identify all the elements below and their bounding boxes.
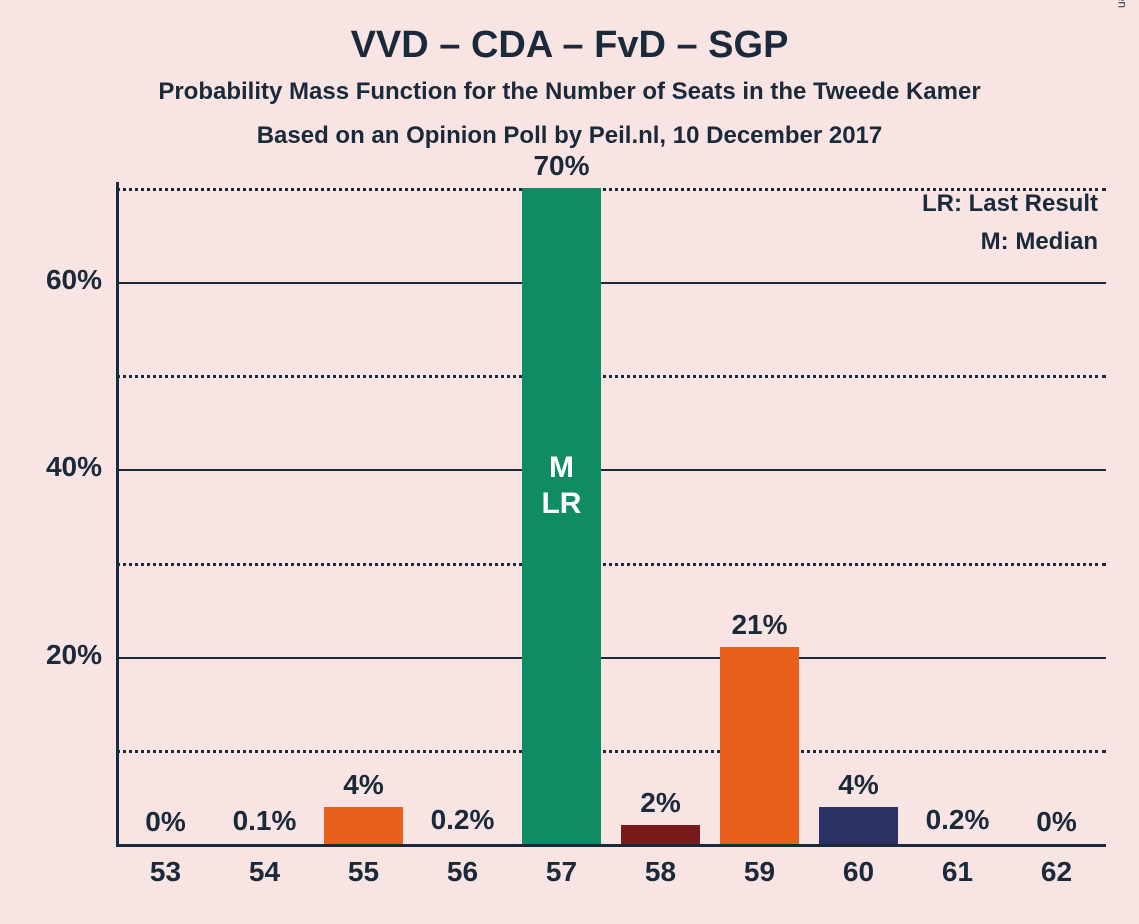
x-axis-tick-label: 61 xyxy=(908,856,1007,888)
gridline xyxy=(116,282,1106,284)
bar-value-label: 0.2% xyxy=(413,804,512,836)
x-axis-tick-label: 59 xyxy=(710,856,809,888)
bar-annotation: MLR xyxy=(522,450,601,522)
y-axis xyxy=(116,182,119,847)
legend-entry: LR: Last Result xyxy=(922,190,1098,218)
gridline-minor xyxy=(116,563,1106,566)
bar xyxy=(720,647,799,844)
x-axis-tick-label: 55 xyxy=(314,856,413,888)
gridline xyxy=(116,469,1106,471)
bar-value-label: 4% xyxy=(314,769,413,801)
copyright-label: © 2020 Filip van Laenen xyxy=(1115,0,1129,8)
x-axis-tick-label: 58 xyxy=(611,856,710,888)
bar-value-label: 2% xyxy=(611,787,710,819)
gridline-minor xyxy=(116,750,1106,753)
plot-area: 20%40%60%0%530.1%544%550.2%56MLR70%572%5… xyxy=(116,188,1106,844)
x-axis-tick-label: 60 xyxy=(809,856,908,888)
chart-title: VVD – CDA – FvD – SGP xyxy=(0,24,1139,67)
y-axis-tick-label: 20% xyxy=(22,639,102,671)
bar-value-label: 4% xyxy=(809,769,908,801)
bar xyxy=(621,825,700,844)
legend-entry: M: Median xyxy=(981,228,1098,256)
chart-subtitle-1: Probability Mass Function for the Number… xyxy=(0,78,1139,106)
bar-value-label: 70% xyxy=(512,150,611,182)
bar xyxy=(819,807,898,844)
x-axis-tick-label: 53 xyxy=(116,856,215,888)
chart-container: VVD – CDA – FvD – SGP Probability Mass F… xyxy=(0,0,1139,924)
gridline xyxy=(116,657,1106,659)
chart-subtitle-2: Based on an Opinion Poll by Peil.nl, 10 … xyxy=(0,122,1139,150)
bar-value-label: 21% xyxy=(710,609,809,641)
bar-value-label: 0.1% xyxy=(215,805,314,837)
bar-value-label: 0.2% xyxy=(908,804,1007,836)
bar-value-label: 0% xyxy=(116,806,215,838)
bar-value-label: 0% xyxy=(1007,806,1106,838)
x-axis xyxy=(116,844,1106,847)
x-axis-tick-label: 54 xyxy=(215,856,314,888)
bar xyxy=(324,807,403,844)
y-axis-tick-label: 40% xyxy=(22,451,102,483)
x-axis-tick-label: 57 xyxy=(512,856,611,888)
x-axis-tick-label: 62 xyxy=(1007,856,1106,888)
y-axis-tick-label: 60% xyxy=(22,264,102,296)
x-axis-tick-label: 56 xyxy=(413,856,512,888)
gridline-minor xyxy=(116,375,1106,378)
